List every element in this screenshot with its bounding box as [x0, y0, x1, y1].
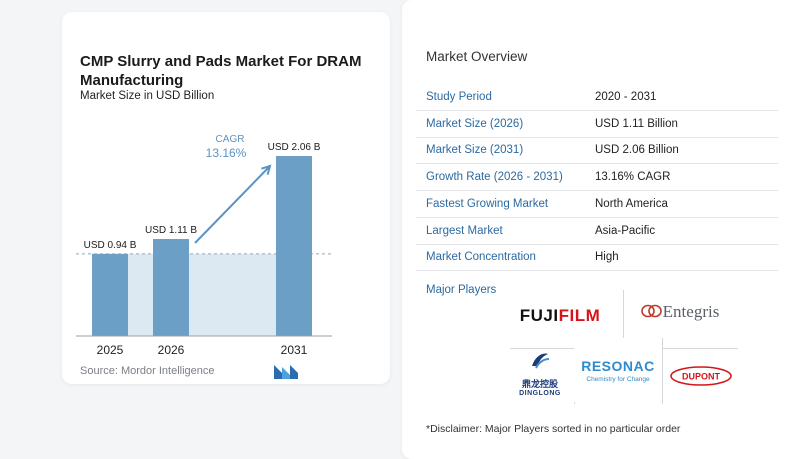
- overview-card: Market Overview Study Period 2020 - 2031 M…: [402, 0, 800, 459]
- overview-row-label: Market Size (2031): [426, 144, 524, 157]
- overview-row-value: USD 2.06 Billion: [595, 144, 679, 157]
- fujifilm-logo: FUJIFILM: [519, 306, 601, 325]
- major-players-logos: FUJIFILM Entegris RESONAC Chemistry for …: [510, 288, 738, 410]
- entegris-mark-icon: [640, 304, 662, 318]
- overview-row-label: Market Concentration: [426, 251, 536, 264]
- growth-arrow-head: [261, 164, 272, 175]
- overview-row-label: Study Period: [426, 91, 492, 103]
- x-tick-label: 2031: [281, 343, 308, 357]
- data-label: USD 0.94 B: [84, 240, 137, 251]
- overview-row: Market Size (2031) USD 2.06 Billion: [416, 137, 778, 165]
- overview-row-label: Fastest Growing Market: [426, 197, 549, 210]
- growth-arrow: [194, 165, 271, 244]
- overview-title: Market Overview: [426, 49, 528, 64]
- overview-row-value: North America: [595, 197, 668, 210]
- bar-chart: USD 0.94 B USD 1.11 B USD 2.06 B 2025 2026 2…: [76, 134, 332, 357]
- overview-row-label: Growth Rate (2026 - 2031): [426, 171, 563, 184]
- cagr-value: 13.16%: [206, 146, 247, 160]
- overview-row-value: High: [595, 251, 619, 264]
- major-players-title: Major Players: [426, 284, 497, 296]
- source-note: Source: Mordor Intelligence: [80, 365, 215, 377]
- data-label: USD 2.06 B: [268, 142, 321, 153]
- dinglong-mark-icon: [532, 353, 550, 369]
- chart-title: CMP Slurry and Pads Market For DRAM Manu…: [80, 53, 362, 89]
- overview-row-value: 2020 - 2031: [595, 91, 657, 103]
- overview-row-value: USD 1.11 Billion: [595, 117, 678, 130]
- cagr-label: CAGR: [216, 134, 245, 145]
- data-label: USD 1.11 B: [145, 225, 197, 236]
- overview-row: Market Size (2026) USD 1.11 Billion: [416, 111, 778, 138]
- overview-row: Fastest Growing Market North America: [416, 191, 778, 218]
- overview-row: Market Concentration High: [416, 244, 778, 272]
- overview-row-label: Largest Market: [426, 224, 503, 237]
- resonac-logo: RESONAC Chemistry for Change: [574, 338, 662, 402]
- overview-row-value: 13.16% CAGR: [595, 171, 671, 184]
- dinglong-logo: 鼎龙控股 DINGLONG: [512, 350, 568, 397]
- baseline-band: [92, 253, 312, 336]
- dupont-logo: DUPONT: [670, 366, 732, 391]
- logo-divider: [662, 338, 663, 404]
- chart-card: CMP Slurry and Pads Market For DRAM Manu…: [62, 12, 390, 384]
- chart-subtitle: Market Size in USD Billion: [80, 90, 215, 102]
- bar-2026: [153, 239, 189, 336]
- logo-divider: [623, 290, 624, 346]
- x-tick-label: 2026: [158, 343, 185, 357]
- overview-row-label: Market Size (2026): [426, 117, 524, 130]
- x-tick-label: 2025: [97, 343, 124, 357]
- bar-2031: [276, 156, 312, 336]
- overview-row: Growth Rate (2026 - 2031) 13.16% CAGR: [416, 164, 778, 192]
- bar-2025: [92, 253, 128, 336]
- entegris-logo: Entegris: [628, 302, 732, 322]
- overview-row: Study Period 2020 - 2031: [416, 84, 778, 111]
- disclaimer: *Disclaimer: Major Players sorted in no …: [426, 423, 681, 435]
- overview-row-value: Asia-Pacific: [595, 224, 656, 237]
- dupont-oval-icon: DUPONT: [670, 366, 732, 386]
- overview-row: Largest Market Asia-Pacific: [416, 218, 778, 245]
- mordor-logo-icon: [274, 365, 298, 379]
- svg-text:DUPONT: DUPONT: [682, 372, 721, 382]
